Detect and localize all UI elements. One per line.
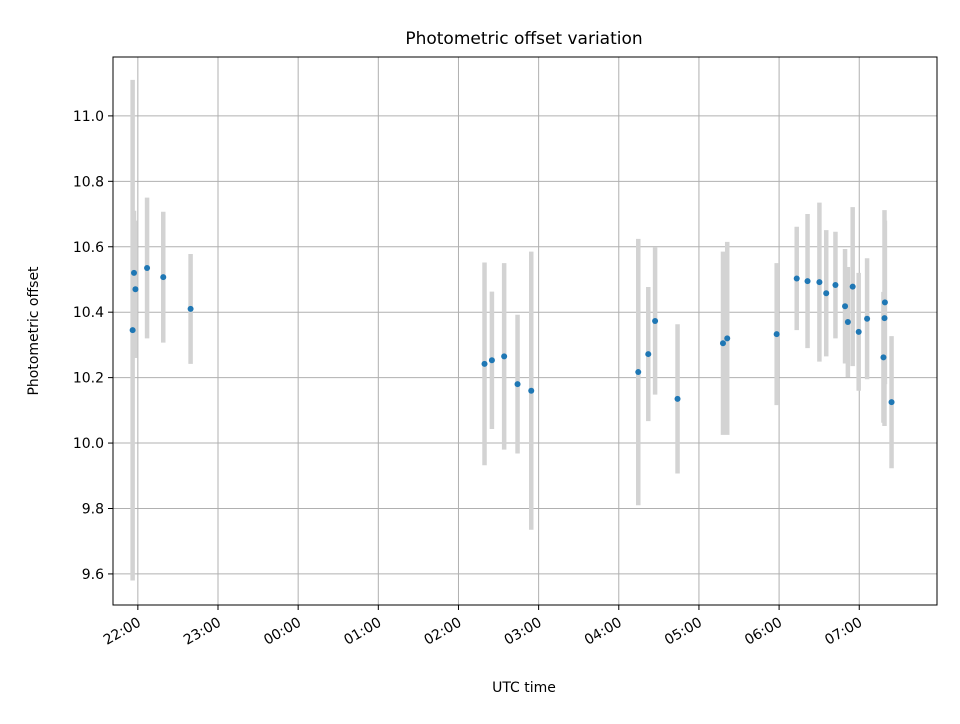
data-point	[816, 279, 823, 286]
y-tick-label: 10.8	[73, 174, 104, 190]
y-tick-label: 10.6	[73, 240, 104, 256]
data-point	[855, 328, 862, 335]
data-point	[160, 274, 167, 281]
data-point	[880, 354, 887, 361]
y-axis-label: Photometric offset	[26, 266, 42, 396]
x-axis-label: UTC time	[492, 680, 556, 696]
data-point	[187, 305, 194, 312]
grid-layer	[113, 57, 937, 605]
y-tick-label: 10.0	[73, 436, 104, 452]
data-point	[881, 315, 888, 322]
y-tick-label: 10.4	[73, 305, 104, 321]
data-point	[132, 286, 139, 293]
data-point	[652, 318, 659, 325]
data-point	[793, 275, 800, 282]
data-point	[844, 319, 851, 326]
data-point	[864, 315, 871, 322]
data-point	[144, 265, 151, 272]
data-point	[888, 399, 895, 406]
data-point	[528, 387, 535, 394]
marker-layer	[129, 265, 895, 406]
chart-title: Photometric offset variation	[405, 29, 642, 49]
data-point	[773, 331, 780, 338]
data-point	[832, 282, 839, 289]
data-point	[635, 369, 642, 376]
data-point	[881, 299, 888, 306]
data-point	[849, 283, 856, 290]
plot-frame	[112, 56, 938, 606]
data-point	[823, 290, 830, 297]
data-point	[501, 353, 508, 360]
data-point	[724, 335, 731, 342]
y-tick-label: 11.0	[73, 109, 104, 125]
y-axis: 9.6 9.8 10.0 10.2 10.4 10.6 10.8 11.0	[73, 109, 113, 583]
y-tick-label: 9.6	[82, 567, 104, 583]
data-point	[645, 351, 652, 358]
data-point	[514, 381, 521, 388]
data-point	[842, 303, 849, 310]
y-tick-label: 9.8	[82, 501, 104, 517]
data-point	[804, 278, 811, 285]
data-point	[129, 327, 136, 334]
data-point	[674, 395, 681, 402]
data-point	[481, 360, 488, 367]
data-point	[131, 269, 138, 276]
y-tick-label: 10.2	[73, 371, 104, 387]
data-point	[488, 357, 495, 364]
data-point	[719, 340, 726, 347]
